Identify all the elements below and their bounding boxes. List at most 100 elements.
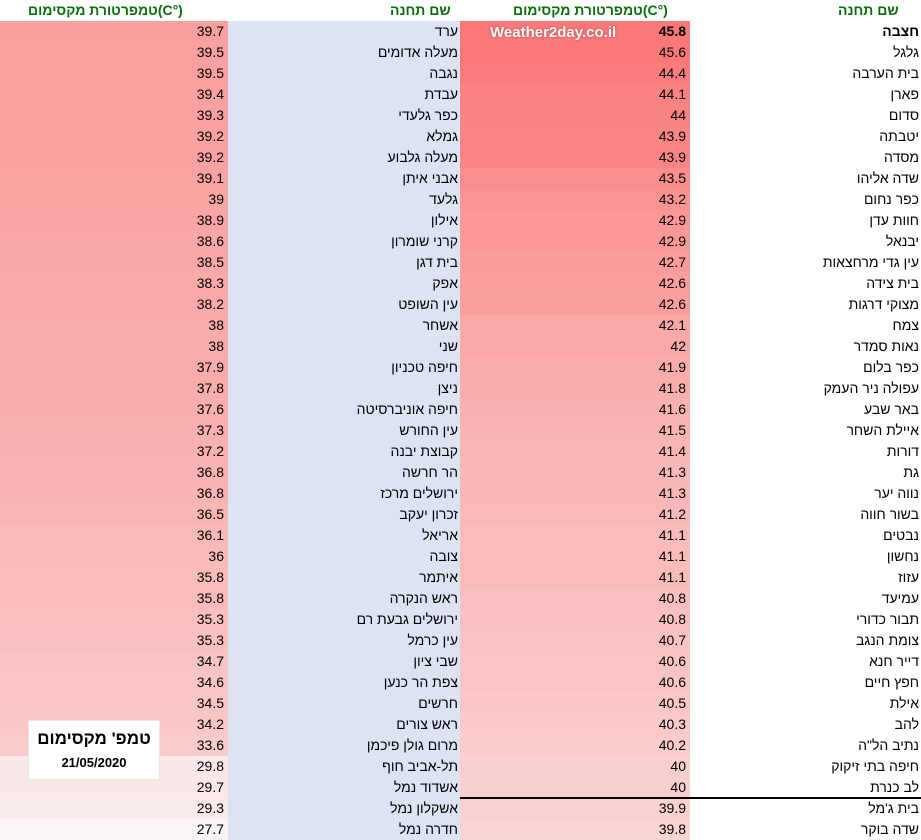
left-temp-cell: 34.7 — [0, 651, 228, 672]
left-station-header: שם תחנה — [390, 0, 470, 21]
right-station-cell: מצוקי דרגות — [690, 294, 921, 315]
left-station-cell: גלעד — [228, 189, 460, 210]
right-station-cell: פארן — [690, 84, 921, 105]
right-temp-cell: 42.7 — [460, 252, 690, 273]
left-temp-cell: 37.9 — [0, 357, 228, 378]
left-temp-cell: 34.5 — [0, 693, 228, 714]
right-station-cell: שדה בוקר — [690, 819, 921, 840]
left-temp-cell: 29.3 — [0, 798, 228, 819]
right-temp-cell: 41.2 — [460, 504, 690, 525]
left-station-cell: אשקלון נמל — [228, 798, 460, 819]
left-station-cell: איתמר — [228, 567, 460, 588]
right-station-cell: תבור כדורי — [690, 609, 921, 630]
left-temp-cell: 35.8 — [0, 567, 228, 588]
left-station-cell: בית דגן — [228, 252, 460, 273]
left-station-cell: חרשים — [228, 693, 460, 714]
date-stamp: טמפ' מקסימום 21/05/2020 — [28, 720, 160, 780]
right-temp-cell: 41.3 — [460, 483, 690, 504]
left-temp-cell: 37.8 — [0, 378, 228, 399]
right-station-cell: גת — [690, 462, 921, 483]
left-temp-cell: 39.7 — [0, 21, 228, 42]
right-station-cell: איילת השחר — [690, 420, 921, 441]
right-station-cell: יבנאל — [690, 231, 921, 252]
right-temp-cell: 41.4 — [460, 441, 690, 462]
left-temp-cell: 39.4 — [0, 84, 228, 105]
right-temp-cell: 44.1 — [460, 84, 690, 105]
left-temp-header: טמפרטורת מקסימום(C°) — [28, 0, 228, 21]
left-temp-cell: 38.6 — [0, 231, 228, 252]
right-temp-cell: 40 — [460, 777, 690, 798]
right-station-cell: בית צידה — [690, 273, 921, 294]
left-temp-cell: 39.2 — [0, 126, 228, 147]
right-temp-cell: 44.4 — [460, 63, 690, 84]
left-station-cell: חיפה אוניברסיטה — [228, 399, 460, 420]
right-station-cell: חוות עדן — [690, 210, 921, 231]
left-station-cell: נגבה — [228, 63, 460, 84]
right-station-cell: חצבה — [690, 21, 921, 42]
left-station-cell: אבני איתן — [228, 168, 460, 189]
left-temp-cell: 37.2 — [0, 441, 228, 462]
left-station-cell: מעלה אדומים — [228, 42, 460, 63]
right-temp-cell: 43.9 — [460, 147, 690, 168]
right-temp-cell: 42 — [460, 336, 690, 357]
left-temp-cell: 36.1 — [0, 525, 228, 546]
left-temp-cell: 38.5 — [0, 252, 228, 273]
left-temp-cell: 37.6 — [0, 399, 228, 420]
right-station-cell: נווה יער — [690, 483, 921, 504]
left-temp-cell: 39 — [0, 189, 228, 210]
right-station-cell: נאות סמדר — [690, 336, 921, 357]
right-station-cell: נבטים — [690, 525, 921, 546]
left-temp-cell: 39.5 — [0, 63, 228, 84]
left-station-cell: צובה — [228, 546, 460, 567]
right-station-cell: חפץ חיים — [690, 672, 921, 693]
watermark: Weather2day.co.il — [490, 24, 617, 41]
left-temp-cell: 27.7 — [0, 819, 228, 840]
right-temp-cell: 41.5 — [460, 420, 690, 441]
right-temp-cell: 40.6 — [460, 651, 690, 672]
left-station-cell: הר חרשה — [228, 462, 460, 483]
left-station-cell: אשדוד נמל — [228, 777, 460, 798]
left-station-cell: חיפה טכניון — [228, 357, 460, 378]
right-station-cell: עפולה ניר העמק — [690, 378, 921, 399]
left-station-cell: ערד — [228, 21, 460, 42]
left-station-cell: שני — [228, 336, 460, 357]
right-temp-cell: 41.8 — [460, 378, 690, 399]
right-station-cell: עזוז — [690, 567, 921, 588]
left-station-cell: גמלא — [228, 126, 460, 147]
left-temp-cell: 36.8 — [0, 462, 228, 483]
right-temp-cell: 40.6 — [460, 672, 690, 693]
left-temp-cell: 39.2 — [0, 147, 228, 168]
left-temp-cell: 38.2 — [0, 294, 228, 315]
left-station-cell: עין כרמל — [228, 630, 460, 651]
right-station-cell: מסדה — [690, 147, 921, 168]
right-temp-cell: 41.1 — [460, 567, 690, 588]
left-station-cell: עין השופט — [228, 294, 460, 315]
right-station-cell: כפר בלום — [690, 357, 921, 378]
left-temp-cell: 39.1 — [0, 168, 228, 189]
left-station-cell: מרום גולן פיכמן — [228, 735, 460, 756]
right-station-cell: גלגל — [690, 42, 921, 63]
left-station-cell: מעלה גלבוע — [228, 147, 460, 168]
right-temp-cell: 40.8 — [460, 609, 690, 630]
right-station-cell: כפר נחום — [690, 189, 921, 210]
left-temp-cell: 35.8 — [0, 588, 228, 609]
right-temp-cell: 40.8 — [460, 588, 690, 609]
left-temp-cell: 38 — [0, 315, 228, 336]
left-station-cell: עין החורש — [228, 420, 460, 441]
left-station-cell: קבוצת יבנה — [228, 441, 460, 462]
stamp-date: 21/05/2020 — [61, 755, 127, 770]
right-temp-cell: 40.5 — [460, 693, 690, 714]
right-temp-cell: 43.2 — [460, 189, 690, 210]
right-temp-cell: 41.6 — [460, 399, 690, 420]
left-station-cell: אריאל — [228, 525, 460, 546]
right-station-cell: להב — [690, 714, 921, 735]
right-temp-cell: 40.7 — [460, 630, 690, 651]
left-station-cell: עבדת — [228, 84, 460, 105]
right-temp-header: טמפרטורת מקסימום(C°) — [513, 0, 688, 21]
right-temp-cell: 42.6 — [460, 294, 690, 315]
left-temp-cell: 35.3 — [0, 609, 228, 630]
left-station-cell: תל-אביב חוף — [228, 756, 460, 777]
right-temp-cell: 39.8 — [460, 819, 690, 840]
right-temp-cell: 40.2 — [460, 735, 690, 756]
left-temp-cell: 39.5 — [0, 42, 228, 63]
